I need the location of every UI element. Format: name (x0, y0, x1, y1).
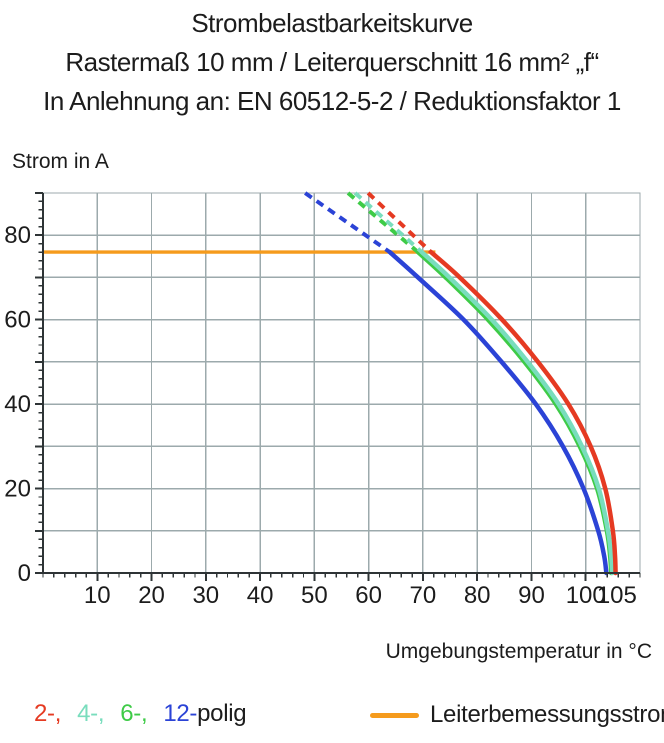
legend-entry-12-polig: 12- (163, 700, 198, 727)
x-tick-label: 90 (518, 582, 545, 609)
curve-dashed-4-polig (353, 191, 424, 254)
rated-current-label: Leiterbemessungsstrom (430, 701, 664, 728)
legend-entry-4-polig: 4-, (77, 700, 105, 727)
chart-title-block: Strombelastbarkeitskurve Rastermaß 10 mm… (0, 4, 664, 121)
x-tick-label: 60 (355, 582, 382, 609)
x-axis-label: Umgebungstemperatur in °C (385, 640, 652, 663)
x-tick-label: 40 (247, 582, 274, 609)
y-tick-label: 20 (4, 476, 31, 503)
curve-solid-2-polig (428, 249, 618, 576)
curve-dashed-6-polig (346, 191, 420, 254)
x-tick-label: 100 (566, 582, 606, 609)
title-line-1: Strombelastbarkeitskurve (191, 8, 473, 38)
legend-pole-counts: 2-, 4-, 6-, 12- polig (34, 700, 247, 728)
curve-solid-4-polig (419, 249, 615, 576)
x-tick-label: 30 (192, 582, 219, 609)
y-tick-label: 60 (4, 307, 31, 334)
legend-entry-2-polig: 2-, (34, 700, 62, 727)
title-line-2: Rastermaß 10 mm / Leiterquerschnitt 16 m… (65, 47, 599, 77)
curve-dashed-12-polig (303, 191, 391, 254)
curve-dashed-2-polig (366, 191, 433, 254)
plot-border (42, 192, 641, 574)
x-tick-label: 70 (410, 582, 437, 609)
x-tick-label: 20 (138, 582, 165, 609)
x-tick-label: 10 (84, 582, 111, 609)
rated-current-line-swatch (370, 712, 419, 718)
legend-pole-suffix: polig (197, 700, 247, 727)
y-tick-label: 0 (18, 560, 31, 587)
legend-entry-6-polig: 6-, (120, 700, 148, 727)
x-tick-label: 80 (464, 582, 491, 609)
curve-solid-6-polig (415, 249, 614, 576)
curve-solid-12-polig (387, 249, 609, 576)
y-axis-label: Strom in A (12, 150, 109, 173)
title-line-3: In Anlehnung an: EN 60512-5-2 / Reduktio… (43, 86, 621, 116)
legend-rated-current: Leiterbemessungsstrom (370, 700, 664, 730)
x-tick-label: 50 (301, 582, 328, 609)
y-tick-label: 80 (4, 222, 31, 249)
x-tick-label: 105 (597, 582, 637, 609)
y-tick-label: 40 (4, 391, 31, 418)
